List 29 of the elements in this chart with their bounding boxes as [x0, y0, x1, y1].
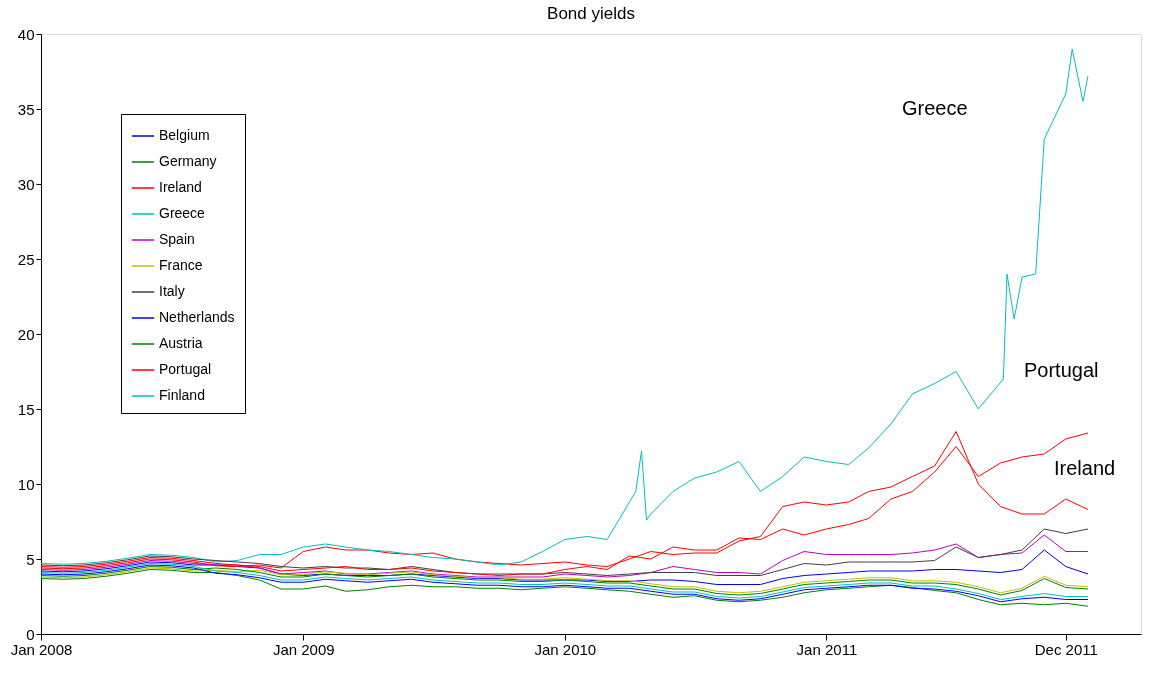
legend-label: Finland	[159, 387, 205, 403]
y-tick-label: 0	[26, 625, 35, 643]
y-tick-label: 5	[26, 550, 35, 568]
legend-label: Greece	[159, 205, 206, 221]
x-tick-label: Jan 2011	[796, 640, 858, 658]
legend-label: Netherlands	[159, 309, 235, 325]
y-tick-label: 15	[17, 400, 35, 418]
x-tick-label: Dec 2011	[1034, 640, 1098, 658]
legend-label: Italy	[159, 283, 185, 299]
legend-label: Belgium	[159, 127, 210, 143]
y-tick-label: 30	[17, 175, 35, 193]
annotation: Ireland	[1054, 457, 1116, 479]
x-tick-label: Jan 2010	[534, 640, 597, 658]
legend-label: France	[159, 257, 203, 273]
y-tick-label: 40	[17, 25, 35, 43]
y-tick-label: 20	[17, 325, 35, 343]
y-tick-label: 35	[17, 100, 35, 118]
annotation: Portugal	[1024, 359, 1099, 381]
legend-label: Germany	[159, 153, 217, 169]
y-tick-label: 25	[17, 250, 35, 268]
legend-label: Spain	[159, 231, 195, 247]
legend-label: Ireland	[159, 179, 202, 195]
chart-title: Bond yields	[547, 4, 635, 23]
legend-label: Portugal	[159, 361, 212, 377]
annotation: Greece	[902, 97, 968, 119]
legend-label: Austria	[159, 335, 203, 351]
y-tick-label: 10	[17, 475, 35, 493]
x-tick-label: Jan 2009	[272, 640, 335, 658]
x-tick-label: Jan 2008	[10, 640, 73, 658]
